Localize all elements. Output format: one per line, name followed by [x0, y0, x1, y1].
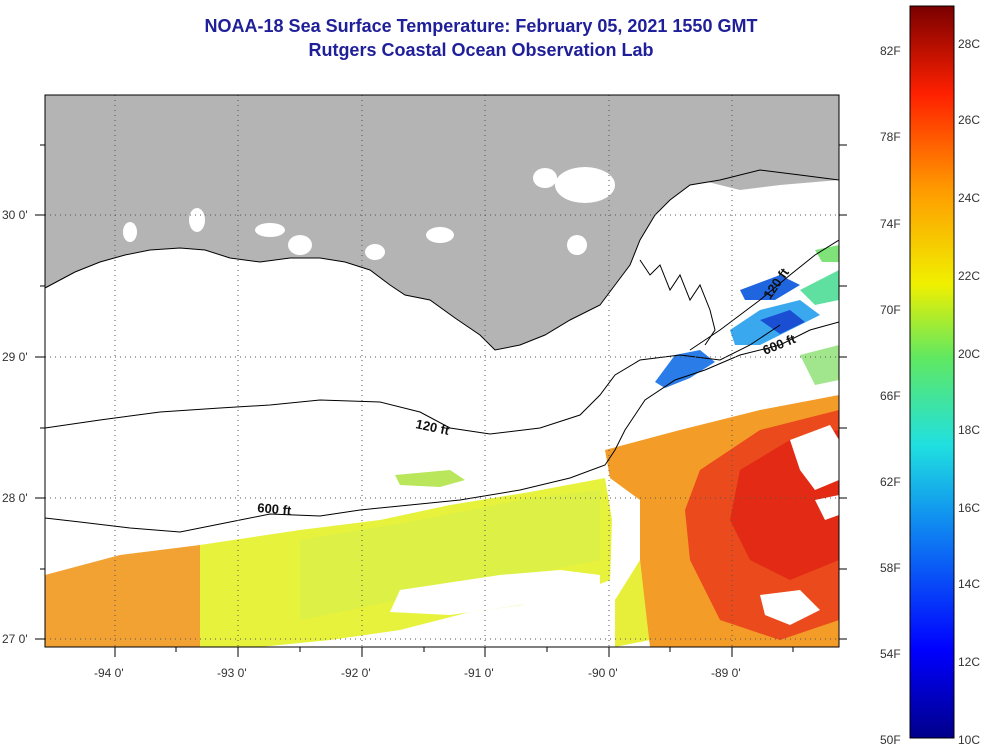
graticule: [45, 95, 839, 647]
colorbar-gradient: [909, 5, 955, 739]
map-subtitle: Rutgers Coastal Ocean Observation Lab: [308, 40, 654, 60]
colorbar-c-label: 14C: [958, 577, 980, 591]
lakes: [123, 167, 774, 270]
colorbar-c-label: 12C: [958, 655, 980, 669]
colorbar-f-label: 58F: [880, 561, 901, 575]
colorbar: 82F 78F 74F 70F 66F 62F 58F 54F 50F 28C …: [880, 5, 980, 747]
sst-field: [45, 245, 839, 647]
contour-label-600ft-a: 600 ft: [257, 500, 293, 518]
plot-frame: [44, 94, 840, 648]
colorbar-f-label: 62F: [880, 475, 901, 489]
longitude-labels: -94 0' -93 0' -92 0' -91 0' -90 0' -89 0…: [94, 666, 741, 680]
colorbar-f-label: 82F: [880, 44, 901, 58]
lat-label: 30 0': [2, 208, 28, 222]
latitude-labels: 30 0' 29 0' 28 0' 27 0': [2, 208, 28, 646]
colorbar-c-label: 24C: [958, 191, 980, 205]
colorbar-c-label: 28C: [958, 37, 980, 51]
colorbar-c-label: 20C: [958, 347, 980, 361]
lon-label: -93 0': [217, 666, 247, 680]
colorbar-f-label: 54F: [880, 647, 901, 661]
colorbar-c-label: 18C: [958, 423, 980, 437]
colorbar-c-label: 22C: [958, 269, 980, 283]
contour-120ft-east: [689, 239, 839, 351]
colorbar-c-label: 10C: [958, 733, 980, 747]
lon-label: -89 0': [711, 666, 741, 680]
lat-label: 29 0': [2, 350, 28, 364]
contour-label-120ft-a: 120 ft: [414, 416, 451, 438]
colorbar-f-label: 66F: [880, 389, 901, 403]
land-mass: [45, 95, 839, 350]
tick-marks: [35, 144, 847, 657]
colorbar-f-label: 50F: [880, 733, 901, 747]
colorbar-c-label: 16C: [958, 501, 980, 515]
contour-600ft: [45, 321, 839, 533]
colorbar-f-label: 74F: [880, 217, 901, 231]
lon-label: -90 0': [588, 666, 618, 680]
lat-label: 28 0': [2, 491, 28, 505]
colorbar-c-label: 26C: [958, 113, 980, 127]
lon-label: -91 0': [464, 666, 494, 680]
map-title: NOAA-18 Sea Surface Temperature: Februar…: [204, 16, 758, 36]
colorbar-f-label: 78F: [880, 130, 901, 144]
lon-label: -92 0': [341, 666, 371, 680]
lon-label: -94 0': [94, 666, 124, 680]
plot-area: 120 ft 600 ft 120 ft 600 ft: [45, 95, 839, 647]
contour-120ft-west: [45, 324, 781, 435]
lat-label: 27 0': [2, 632, 28, 646]
colorbar-f-label: 70F: [880, 303, 901, 317]
